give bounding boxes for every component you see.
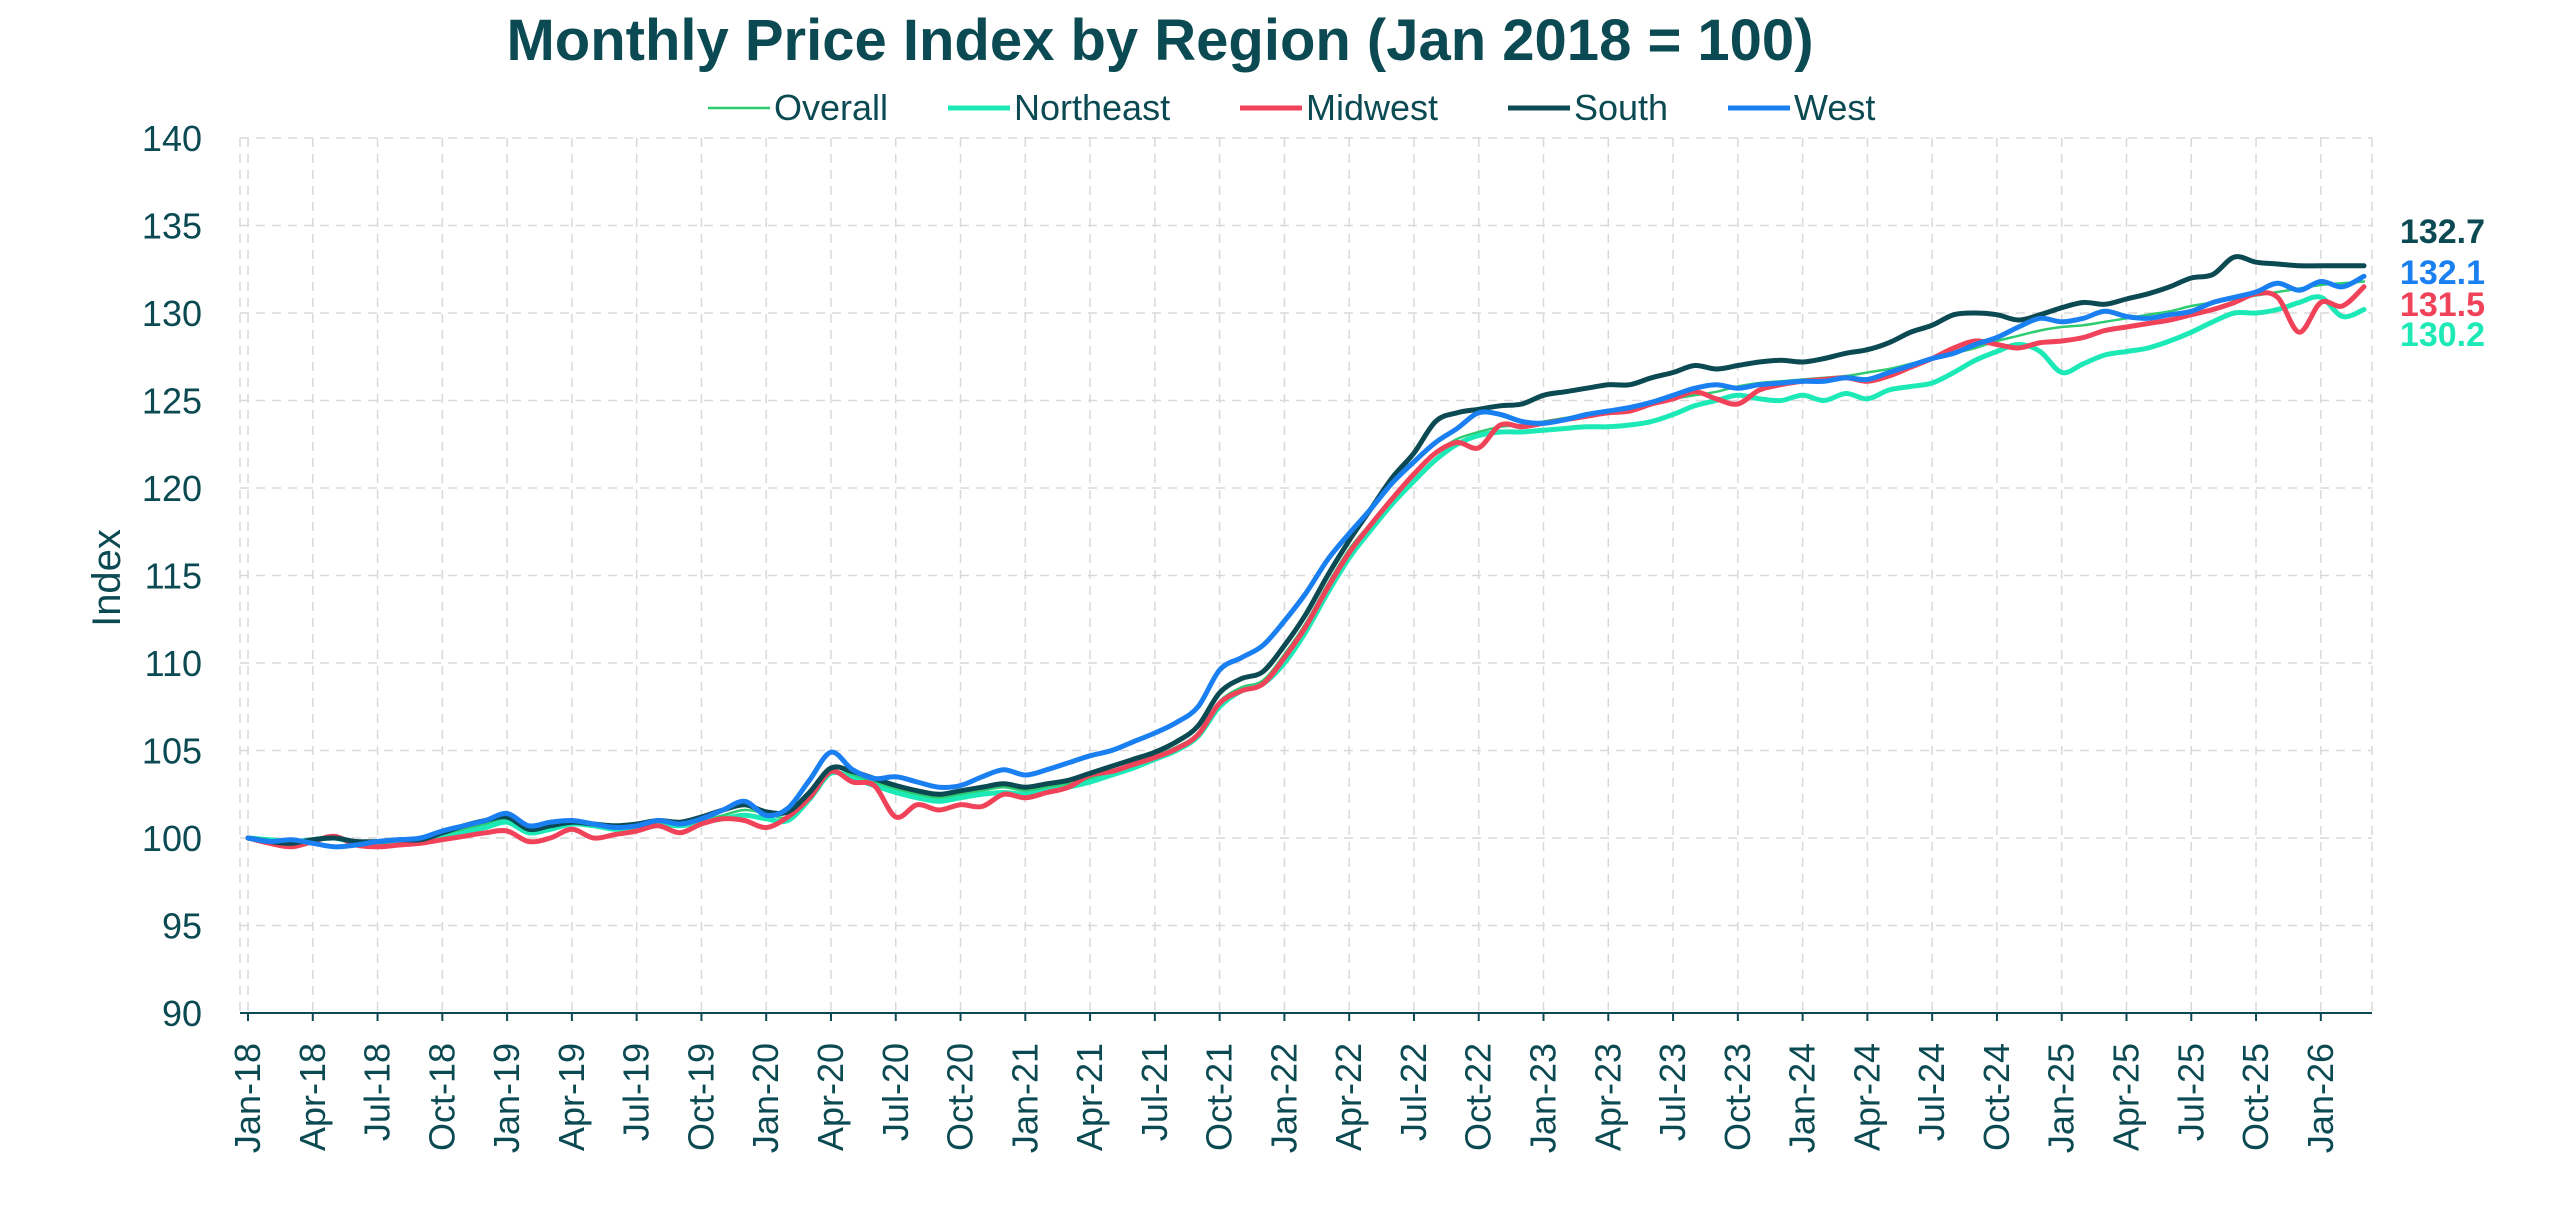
x-tick-label: Oct-23 [1717,1043,1758,1151]
x-tick-label: Oct-24 [1976,1043,2017,1151]
end-value-label: 130.2 [2400,316,2485,354]
x-tick-label: Jan-22 [1263,1043,1304,1153]
x-tick-label: Jul-23 [1652,1043,1693,1141]
x-tick-label: Jan-26 [2300,1043,2341,1153]
x-tick-label: Apr-20 [810,1043,851,1151]
x-tick-label: Oct-18 [421,1043,462,1151]
grid [239,137,2373,1013]
x-tick-label: Apr-18 [292,1043,333,1151]
x-tick-label: Jul-25 [2170,1043,2211,1141]
series-lines [245,254,2367,850]
y-axis-label: Index [85,529,129,627]
x-tick-label: Oct-25 [2235,1043,2276,1151]
x-tick-label: Jan-19 [486,1043,527,1153]
chart-title: Monthly Price Index by Region (Jan 2018 … [506,8,1813,73]
y-tick-label: 105 [142,731,202,772]
x-tick-label: Jan-23 [1523,1043,1564,1153]
x-tick-label: Jan-21 [1004,1043,1045,1153]
y-tick-label: 130 [142,293,202,334]
series-line-overall [246,280,2366,847]
legend-label-south: South [1574,87,1668,128]
legend-label-northeast: Northeast [1014,87,1170,128]
y-tick-label: 135 [142,206,202,247]
x-tick-label: Jul-18 [357,1043,398,1141]
y-tick-label: 115 [145,556,202,597]
x-tick-label: Jul-21 [1134,1043,1175,1141]
y-tick-label: 90 [162,993,202,1034]
x-tick-label: Apr-23 [1587,1043,1628,1151]
x-tick-label: Jul-24 [1911,1043,1952,1141]
legend: Overall Northeast Midwest South West [708,87,1875,128]
legend-label-west: West [1794,87,1875,128]
x-tick-label: Apr-21 [1069,1043,1110,1151]
x-tick-label: Apr-22 [1328,1043,1369,1151]
y-tick-label: 125 [142,381,202,422]
x-axis: Jan-18 Apr-18 Jul-18 Oct-18 Jan-19 Apr-19 Jul-… [227,1012,2372,1153]
y-tick-label: 120 [142,468,202,509]
end-value-label: 132.7 [2400,213,2485,251]
x-tick-label: Oct-21 [1199,1043,1240,1151]
series-line-northeast [245,294,2367,848]
x-tick-label: Jan-24 [1782,1043,1823,1153]
x-tick-label: Jan-20 [745,1043,786,1153]
y-axis: 90 95 100 105 110 115 120 125 130 135 140 [142,118,202,1034]
y-tick-label: 100 [142,818,202,859]
x-tick-label: Apr-19 [551,1043,592,1151]
x-tick-label: Jul-22 [1393,1043,1434,1141]
x-tick-label: Jan-18 [227,1043,268,1153]
x-tick-label: Apr-25 [2105,1043,2146,1151]
x-tick-label: Oct-20 [940,1043,981,1151]
series-line-south [245,254,2367,846]
x-tick-label: Jul-20 [875,1043,916,1141]
y-tick-label: 140 [142,118,202,159]
series-line-midwest [245,284,2367,850]
x-tick-label: Jul-19 [616,1043,657,1141]
x-tick-label: Oct-22 [1458,1043,1499,1151]
end-value-label: 132.1 [2400,254,2485,292]
y-tick-label: 95 [162,906,202,947]
legend-label-overall: Overall [774,87,888,128]
end-value-label: 131.5 [2400,286,2485,324]
x-tick-label: Oct-19 [680,1043,721,1151]
x-tick-label: Apr-24 [1846,1043,1887,1151]
series-line-west [245,273,2367,850]
x-tick-label: Jan-25 [2041,1043,2082,1153]
y-tick-label: 110 [145,643,202,684]
legend-label-midwest: Midwest [1306,87,1438,128]
